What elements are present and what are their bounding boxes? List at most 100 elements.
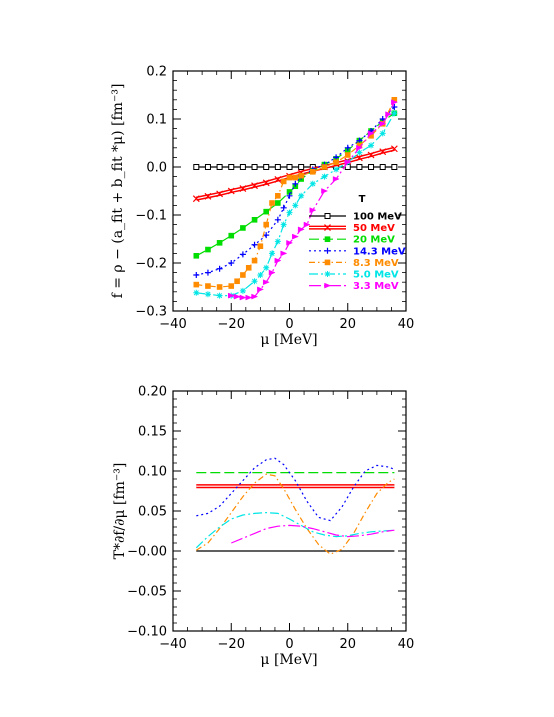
legend-entry-100-mev: 100 MeV	[309, 212, 402, 223]
top-point-100-mev	[251, 164, 258, 170]
top-line-5-0-mev	[196, 112, 395, 297]
top-point-50-mev	[251, 182, 258, 190]
top-chart: −40 −20 0 20 40 −0.3 −0.2 −0.1 0.0 0.1 0.2 μ [MeV…	[110, 65, 414, 349]
bottom-x-tick-label: 40	[398, 637, 415, 652]
top-x-tick-label: 0	[285, 317, 293, 332]
top-point-5-0-mev	[356, 149, 363, 156]
top-point-3-3-mev	[286, 239, 294, 246]
top-point-5-0-mev	[309, 180, 316, 187]
bottom-plot-frame	[172, 390, 407, 632]
top-point-5-0-mev	[286, 209, 293, 216]
top-point-14-3-mev	[286, 192, 293, 199]
bottom-y-tick-label: 0.10	[138, 465, 167, 480]
top-point-8-3-mev	[228, 283, 235, 289]
top-line-inner-50-mev	[196, 148, 395, 200]
bottom-x-axis-label: μ [MeV]	[260, 652, 317, 668]
bottom-ticks	[172, 390, 407, 632]
bottom-y-axis-label: T*∂f/∂μ [fm⁻³]	[112, 463, 128, 560]
bottom-series-14-3-mev	[196, 457, 395, 522]
bottom-series-3-3-mev	[231, 524, 395, 544]
top-point-100-mev	[204, 164, 211, 170]
top-point-14-3-mev	[333, 154, 340, 161]
legend-entry-50-mev: 50 MeV	[309, 223, 395, 234]
top-point-100-mev	[239, 164, 246, 170]
top-point-100-mev	[263, 164, 270, 170]
legend-entry-5-0-mev: 5.0 MeV	[309, 270, 399, 281]
top-point-8-3-mev	[321, 164, 328, 170]
top-point-14-3-mev	[344, 144, 351, 151]
bottom-x-tick-label: −40	[159, 637, 186, 652]
top-series-50-mev	[192, 145, 398, 203]
bottom-line-14-3-mev	[196, 457, 395, 522]
top-point-14-3-mev	[193, 272, 200, 278]
top-x-tick-label: 40	[398, 317, 415, 332]
bottom-y-tick-label: −0.10	[127, 625, 167, 640]
top-point-3-3-mev	[280, 250, 288, 257]
top-point-100-mev	[193, 164, 200, 170]
top-point-3-3-mev	[245, 294, 253, 301]
top-point-20-mev	[240, 225, 246, 231]
bottom-line-3-3-mev	[231, 524, 395, 544]
legend-marker	[324, 213, 331, 219]
top-point-20-mev	[216, 240, 223, 246]
top-point-50-mev	[355, 154, 363, 162]
top-point-14-3-mev	[216, 265, 223, 272]
top-y-tick-labels: −0.3 −0.2 −0.1 0.0 0.1 0.2	[135, 65, 167, 320]
top-point-8-3-mev	[234, 278, 240, 285]
legend-marker	[324, 247, 331, 254]
top-point-5-0-mev	[193, 289, 200, 296]
top-point-50-mev	[367, 151, 375, 159]
top-point-3-3-mev	[292, 233, 299, 240]
top-point-5-0-mev	[204, 291, 211, 298]
legend-entry-3-3-mev: 3.3 MeV	[309, 281, 399, 292]
top-point-50-mev	[390, 145, 398, 153]
top-point-14-3-mev	[292, 180, 299, 187]
top-point-5-0-mev	[298, 192, 305, 199]
top-point-3-3-mev	[391, 99, 398, 106]
bottom-x-tick-label: −20	[218, 637, 245, 652]
top-point-3-3-mev	[303, 221, 311, 228]
top-point-8-3-mev	[205, 283, 211, 289]
top-point-3-3-mev	[257, 286, 265, 293]
top-y-tick-label: 0.0	[146, 161, 167, 176]
legend-label: 20 MeV	[353, 235, 395, 246]
top-y-tick-label: 0.1	[146, 113, 167, 128]
top-x-tick-label: −40	[159, 317, 186, 332]
top-point-14-3-mev	[239, 251, 246, 258]
top-point-3-3-mev	[385, 111, 393, 118]
top-point-14-3-mev	[251, 241, 258, 248]
top-point-100-mev	[286, 164, 293, 170]
top-point-5-0-mev	[269, 250, 276, 257]
top-point-5-0-mev	[391, 110, 398, 117]
top-y-tick-label: −0.1	[135, 209, 167, 224]
bottom-y-tick-labels: −0.10 −0.05 −0.00 0.05 0.10 0.15 0.20	[127, 385, 167, 640]
top-x-tick-labels: −40 −20 0 20 40	[159, 317, 414, 332]
bottom-series-8-3-mev	[195, 473, 395, 555]
top-point-8-3-mev	[251, 257, 258, 264]
top-point-100-mev	[216, 164, 223, 170]
top-point-3-3-mev	[297, 226, 305, 233]
top-y-tick-label: −0.2	[135, 257, 167, 272]
bottom-y-tick-label: 0.15	[138, 425, 167, 440]
top-point-8-3-mev	[216, 284, 223, 290]
top-point-8-3-mev	[240, 272, 246, 278]
top-point-5-0-mev	[292, 202, 299, 209]
top-series-5-0-mev	[193, 110, 398, 299]
top-point-50-mev	[192, 195, 200, 203]
top-point-5-0-mev	[257, 272, 264, 278]
legend-marker	[324, 271, 331, 277]
legend-entry-20-mev: 20 MeV	[309, 235, 395, 246]
legend-label: 100 MeV	[353, 212, 402, 223]
top-point-5-0-mev	[216, 292, 223, 299]
legend-label: 14.3 MeV	[353, 246, 406, 257]
top-point-14-3-mev	[379, 116, 386, 122]
bottom-line-5-0-mev	[195, 511, 395, 549]
top-point-14-3-mev	[391, 104, 398, 110]
top-point-3-3-mev	[262, 279, 270, 286]
legend-label: 50 MeV	[353, 223, 395, 234]
top-point-3-3-mev	[379, 120, 387, 127]
top-point-3-3-mev	[274, 257, 282, 264]
legend-entry-14-3-mev: 14.3 MeV	[309, 246, 406, 257]
top-point-20-mev	[205, 246, 211, 253]
